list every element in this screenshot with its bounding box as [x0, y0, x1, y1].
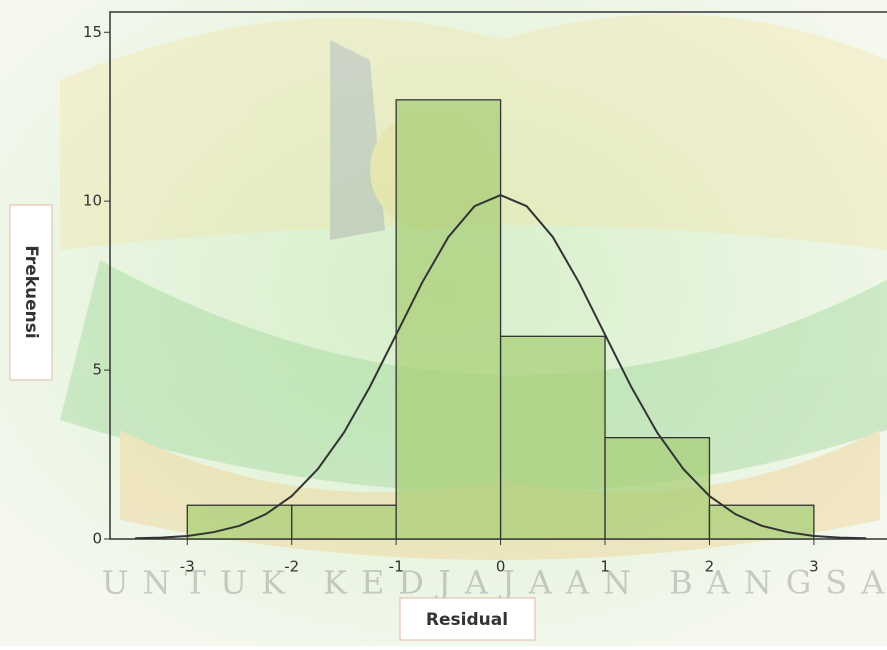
bar — [292, 505, 396, 539]
x-tick-label: -3 — [180, 558, 195, 576]
x-tick-label: 3 — [809, 558, 819, 576]
bar — [501, 336, 605, 539]
watermark-text: UNTUK KEDJAJAAN BANGSA — [102, 564, 887, 602]
y-tick-label: 0 — [92, 530, 102, 548]
bar — [605, 438, 709, 539]
bar — [396, 100, 500, 539]
x-tick-label: -1 — [389, 558, 404, 576]
x-axis-label: Residual — [426, 610, 508, 630]
y-axis-label: Frekuensi — [21, 245, 41, 338]
x-tick-label: -2 — [284, 558, 299, 576]
y-tick-label: 15 — [83, 23, 102, 41]
x-tick-label: 0 — [496, 558, 506, 576]
chart: UNTUK KEDJAJAAN BANGSA Frekuensi Residua… — [0, 0, 887, 646]
y-tick-label: 5 — [92, 361, 102, 379]
x-tick-label: 2 — [705, 558, 715, 576]
x-tick-label: 1 — [600, 558, 610, 576]
y-tick-label: 10 — [83, 192, 102, 210]
